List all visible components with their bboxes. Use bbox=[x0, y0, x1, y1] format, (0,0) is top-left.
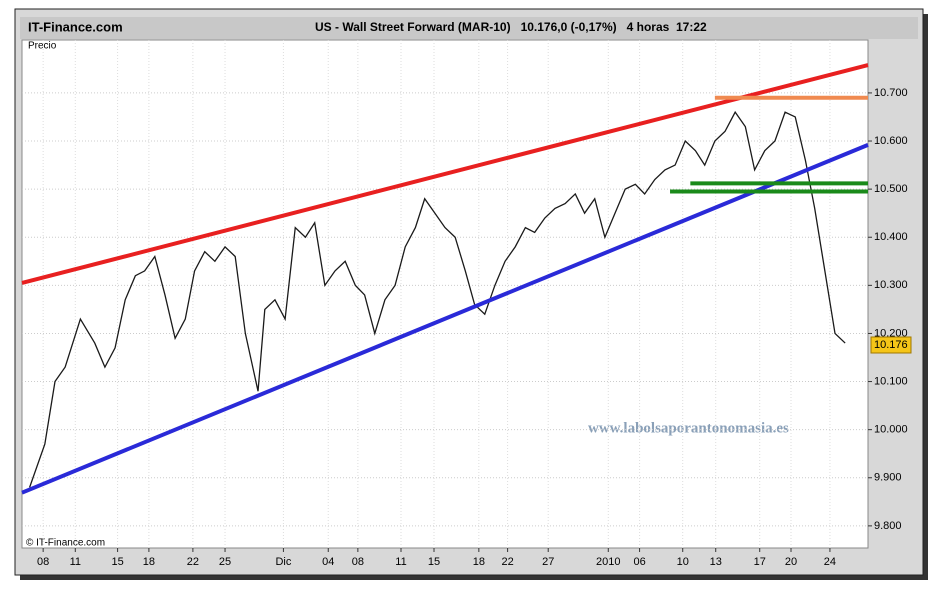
x-tick-label: 18 bbox=[143, 556, 155, 568]
x-tick-label: 27 bbox=[542, 556, 554, 568]
x-tick-label: 17 bbox=[754, 556, 766, 568]
x-tick-label: 15 bbox=[111, 556, 123, 568]
last-price-label: 10.176 bbox=[874, 339, 908, 351]
plot-area bbox=[21, 39, 869, 549]
watermark: www.labolsaporantonomasia.es bbox=[588, 420, 789, 436]
y-tick-label: 10.600 bbox=[874, 135, 908, 147]
trend-line bbox=[21, 63, 869, 285]
y-label: Precio bbox=[28, 41, 57, 52]
y-tick-label: 10.200 bbox=[874, 327, 908, 339]
y-tick-label: 10.700 bbox=[874, 87, 908, 99]
x-tick-label: 04 bbox=[322, 556, 334, 568]
x-tick-label: 22 bbox=[501, 556, 513, 568]
header-bar bbox=[20, 17, 918, 39]
y-tick-label: 9.800 bbox=[874, 520, 902, 532]
y-tick-label: 10.000 bbox=[874, 424, 908, 436]
x-tick-label: 08 bbox=[37, 556, 49, 568]
copyright: © IT-Finance.com bbox=[26, 538, 105, 549]
x-tick-label: 25 bbox=[219, 556, 231, 568]
x-tick-label: 11 bbox=[70, 556, 81, 568]
x-tick-label: 10 bbox=[677, 556, 689, 568]
x-tick-label: 20 bbox=[785, 556, 797, 568]
y-tick-label: 9.900 bbox=[874, 472, 902, 484]
y-tick-label: 10.500 bbox=[874, 183, 908, 195]
x-tick-label: 24 bbox=[824, 556, 836, 568]
trend-line bbox=[21, 143, 869, 495]
x-tick-label: 06 bbox=[633, 556, 645, 568]
x-tick-label: 13 bbox=[710, 556, 722, 568]
x-tick-label: 18 bbox=[473, 556, 485, 568]
header-title: US - Wall Street Forward (MAR-10) 10.176… bbox=[315, 20, 707, 34]
y-tick-label: 10.100 bbox=[874, 375, 908, 387]
y-tick-label: 10.400 bbox=[874, 231, 908, 243]
site-name: IT-Finance.com bbox=[28, 19, 123, 34]
last-price-box bbox=[870, 336, 912, 354]
price-line bbox=[29, 110, 846, 488]
x-tick-label: Dic bbox=[275, 556, 291, 568]
x-tick-label: 08 bbox=[352, 556, 364, 568]
x-tick-label: 2010 bbox=[596, 556, 620, 568]
x-tick-label: 22 bbox=[187, 556, 199, 568]
y-tick-label: 10.300 bbox=[874, 279, 908, 291]
x-tick-label: 15 bbox=[428, 556, 440, 568]
x-tick-label: 11 bbox=[395, 556, 406, 568]
